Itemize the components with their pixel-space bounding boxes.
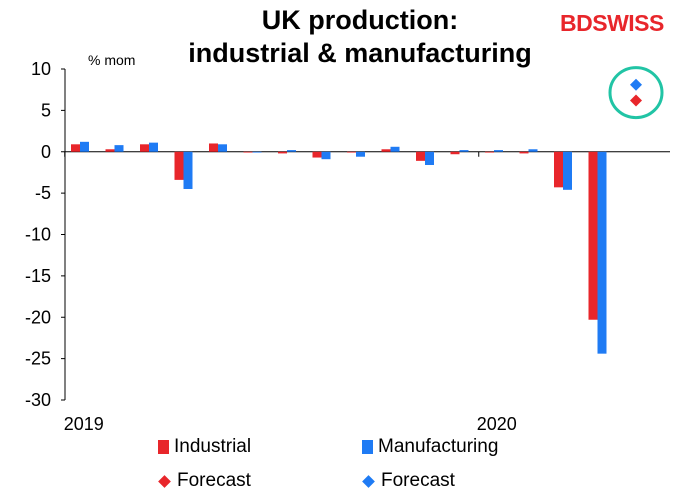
bar-industrial: [174, 151, 184, 180]
bar-manufacturing: [321, 151, 331, 160]
bar-manufacturing: [287, 150, 296, 152]
bar-manufacturing: [80, 141, 89, 152]
forecast-highlight-circle: [608, 66, 664, 120]
legend-label-forecast-manufacturing: Forecast: [381, 470, 455, 491]
legend-item-forecast-industrial: Forecast: [158, 470, 251, 492]
y-tick-label: -5: [35, 183, 51, 203]
y-tick-label: -25: [25, 349, 51, 369]
bar-industrial: [554, 151, 563, 188]
legend-label-industrial: Industrial: [174, 436, 252, 457]
y-tick-label: 0: [41, 142, 51, 162]
bar-manufacturing: [252, 151, 262, 153]
bar-manufacturing: [425, 151, 434, 165]
forecast-point-industrial: [630, 94, 642, 107]
y-tick-label: -10: [25, 225, 51, 245]
legend-item-manufacturing: Manufacturing: [362, 436, 498, 458]
x-tick-label: 2019: [64, 414, 104, 434]
x-tick-label: 2020: [477, 414, 517, 434]
bar-industrial: [312, 151, 322, 158]
y-tick-label: -30: [25, 390, 51, 410]
bar-industrial: [485, 151, 494, 153]
bar-manufacturing: [528, 149, 538, 152]
bar-industrial: [105, 149, 115, 152]
brand-logo-bd: BD: [560, 10, 593, 36]
bar-manufacturing: [390, 146, 400, 152]
bar-manufacturing: [459, 150, 469, 152]
chart-title-line-2: industrial & manufacturing: [188, 38, 532, 68]
legend-swatch-manufacturing: [362, 440, 373, 454]
bar-industrial: [450, 151, 460, 155]
legend-item-industrial: Industrial: [158, 436, 251, 458]
legend-item-forecast-manufacturing: Forecast: [362, 470, 455, 492]
bar-industrial: [71, 144, 80, 152]
bar-manufacturing: [218, 144, 227, 152]
bar-industrial: [588, 151, 598, 320]
bar-industrial: [416, 151, 425, 161]
legend-label-manufacturing: Manufacturing: [378, 436, 499, 457]
bar-industrial: [381, 149, 391, 152]
brand-logo: BDSWISS: [560, 10, 664, 37]
legend-diamond-forecast-industrial: [158, 474, 171, 488]
legend-swatch-industrial: [158, 440, 169, 454]
y-tick-label: -15: [25, 266, 51, 286]
legend-diamond-forecast-manufacturing: [362, 474, 375, 488]
bar-manufacturing: [597, 151, 607, 354]
brand-logo-swiss: SWISS: [592, 10, 664, 36]
forecast-point-manufacturing: [630, 78, 642, 91]
bar-manufacturing: [149, 142, 158, 152]
bar-manufacturing: [114, 145, 124, 152]
bar-industrial: [243, 151, 253, 153]
y-tick-label: -20: [25, 307, 51, 327]
bar-industrial: [209, 143, 218, 152]
legend-label-forecast-industrial: Forecast: [177, 470, 251, 491]
bar-manufacturing: [356, 151, 365, 157]
chart-title: UK production: industrial & manufacturin…: [150, 4, 570, 70]
bar-manufacturing: [183, 151, 193, 189]
bar-manufacturing: [563, 151, 572, 190]
y-tick-label: 5: [41, 100, 51, 120]
bar-manufacturing: [494, 150, 503, 152]
y-axis-unit-label: % mom: [88, 52, 136, 68]
y-tick-label: 10: [31, 59, 51, 79]
bar-industrial: [140, 144, 149, 152]
chart-title-line-1: UK production:: [261, 5, 459, 35]
bar-industrial: [278, 151, 287, 154]
bar-industrial: [347, 151, 356, 153]
bar-industrial: [519, 151, 529, 154]
